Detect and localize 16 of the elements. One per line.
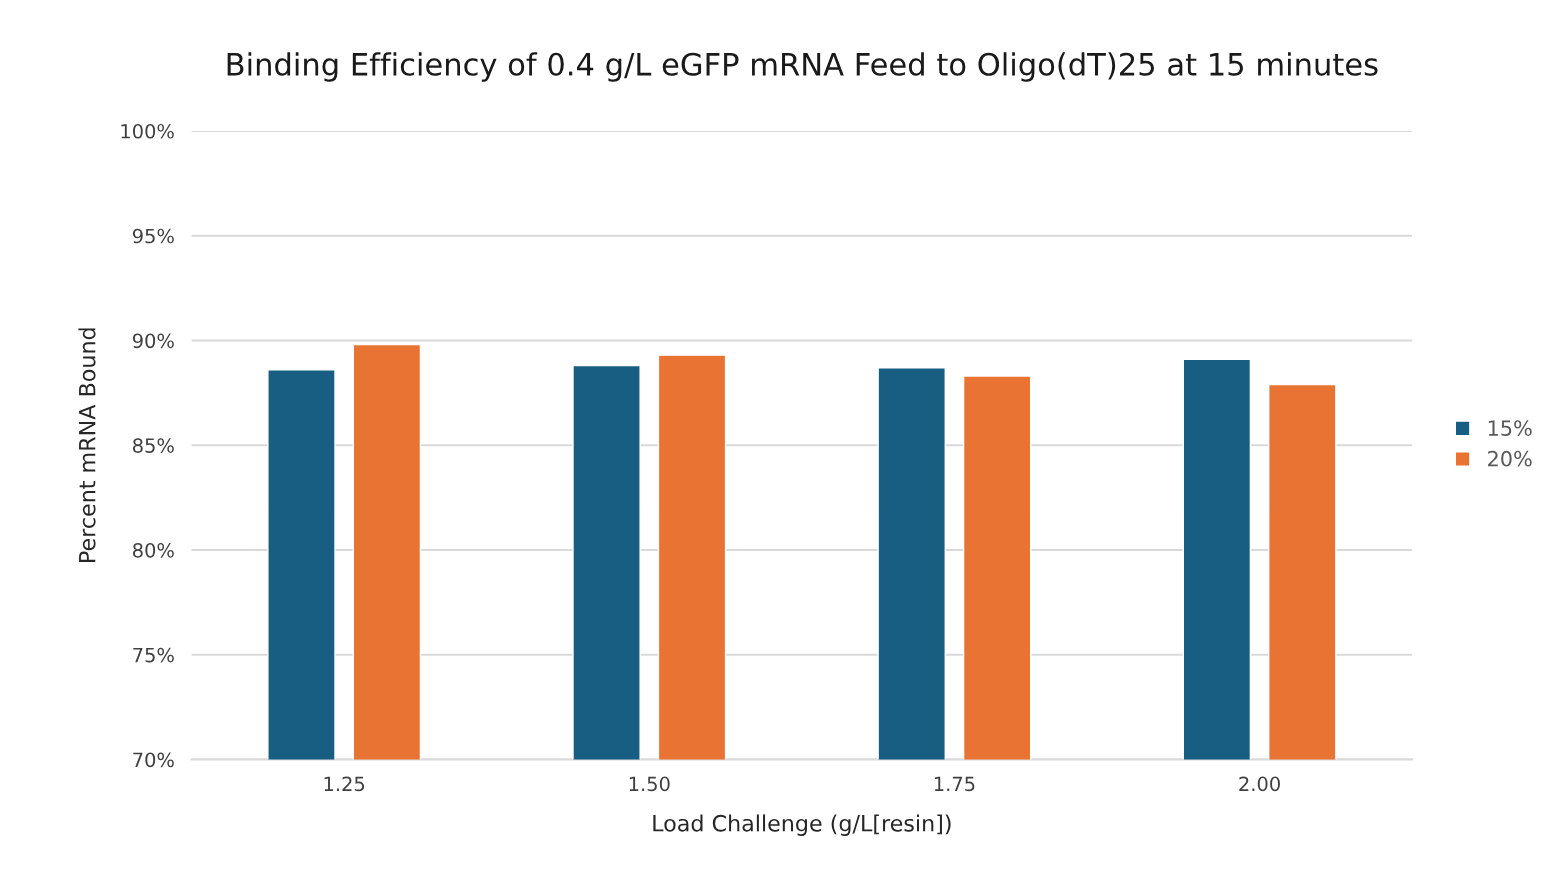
x-tick-label: 2.00 [1239,776,1280,792]
y-tick-label: 85% [133,438,174,453]
chart-title: Binding Efficiency of 0.4 g/L eGFP mRNA Feed to Oligo(dT)25 at 15 minutes [227,52,1378,82]
legend-label: 15% [1488,420,1532,436]
x-axis-title: Load Challenge (g/L[resin]) [653,814,951,836]
y-tick-label: 80% [133,542,174,558]
y-tick-label: 100% [121,123,174,139]
y-tick-label: 95% [132,228,174,244]
y-tick-label: 70% [133,752,174,768]
x-tick-label: 1.25 [324,776,365,792]
x-tick-label: 1.75 [934,776,975,792]
y-tick-label: 75% [133,647,174,663]
x-tick-label: 1.50 [629,776,670,792]
legend-label: 20% [1488,450,1532,467]
y-axis-title: Percent mRNA Bound [78,328,96,562]
y-tick-label: 90% [132,333,174,349]
